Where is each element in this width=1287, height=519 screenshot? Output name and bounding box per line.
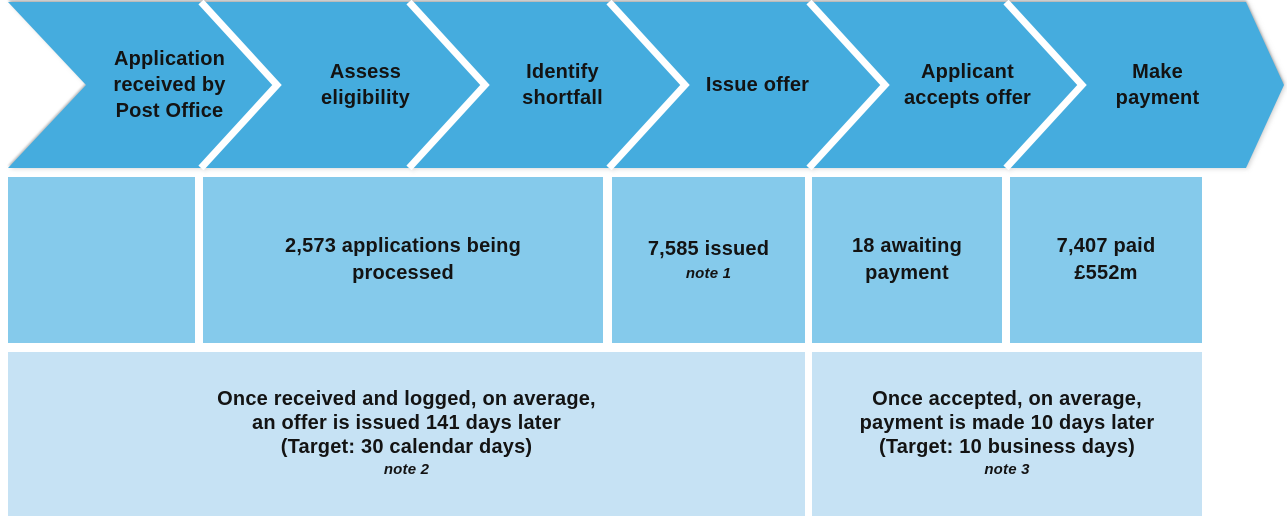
timing-line: an offer is issued 141 days later (252, 412, 561, 434)
stat-line: 2,573 applications being (285, 235, 521, 257)
chevron-separator-icon (1003, 0, 1087, 170)
timing-line: Once received and logged, on average, (217, 388, 596, 410)
chevron-label-line: eligibility (321, 87, 410, 109)
chevron-step-applicant-accepts-offer: Applicant accepts offer (855, 0, 1080, 170)
chevron-separator-icon (406, 0, 490, 170)
chevron-separator-icon (198, 0, 282, 170)
stat-box-offers-issued: 7,585 issued note 1 (612, 177, 805, 343)
stat-line: £552m (1074, 262, 1138, 284)
chevron-label-line: Identify (526, 61, 599, 83)
stat-box-applications-processing: 2,573 applications being processed (203, 177, 603, 343)
note-reference: note 1 (685, 264, 732, 282)
chevron-label-line: accepts offer (903, 87, 1032, 109)
timing-line: Once accepted, on average, (872, 388, 1142, 410)
chevron-label-line: Application (113, 48, 226, 70)
stat-box-empty (8, 177, 195, 343)
chevron-label-line: Assess (329, 61, 402, 83)
chevron-label-line: Post Office (115, 100, 224, 122)
chevron-step-identify-shortfall: Identify shortfall (455, 0, 670, 170)
chevron-label-line: payment (1115, 87, 1200, 109)
stat-box-awaiting-payment: 18 awaiting payment (812, 177, 1002, 343)
chevron-band (8, 0, 1284, 170)
stat-line: payment (865, 262, 949, 284)
chevron-separator-icon (806, 0, 890, 170)
stat-box-paid: 7,407 paid £552m (1010, 177, 1202, 343)
note-reference: note 2 (383, 461, 430, 478)
timing-line: (Target: 10 business days) (878, 436, 1136, 458)
timing-box-payment-made: Once accepted, on average, payment is ma… (812, 352, 1202, 516)
stat-line: 7,407 paid (1056, 235, 1156, 257)
chevron-label-line: shortfall (522, 87, 603, 109)
stat-line: processed (352, 262, 454, 284)
chevron-label-line: Issue offer (705, 74, 810, 96)
chevron-arrow-shape (8, 2, 1284, 168)
chevron-step-issue-offer: Issue offer (650, 0, 865, 170)
chevron-label-line: Applicant (921, 61, 1014, 83)
stat-line: 7,585 issued (647, 237, 770, 260)
note-reference: note 3 (984, 461, 1030, 478)
timing-line: payment is made 10 days later (859, 412, 1155, 434)
timing-box-offer-issued: Once received and logged, on average, an… (8, 352, 805, 516)
chevron-step-application-received: Application received by Post Office (62, 0, 277, 170)
chevron-label-line: received by (113, 74, 226, 96)
chevron-separator-icon (606, 0, 690, 170)
timing-line: (Target: 30 calendar days) (280, 436, 533, 458)
stat-line: 18 awaiting (851, 235, 962, 257)
chevron-step-make-payment: Make payment (1050, 0, 1265, 170)
chevron-step-assess-eligibility: Assess eligibility (258, 0, 473, 170)
chevron-label-line: Make (1132, 61, 1183, 83)
